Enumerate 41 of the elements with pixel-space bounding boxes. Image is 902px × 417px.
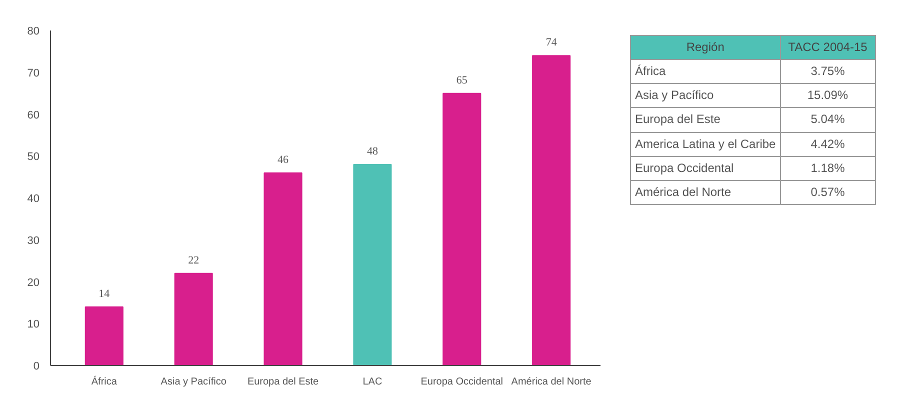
y-tick-label: 50 xyxy=(27,151,40,164)
category-label: Asia y Pacífico xyxy=(630,84,780,108)
x-tick-label: Europa Occidental xyxy=(420,376,504,388)
text: 1.18% xyxy=(810,160,845,175)
x-tick-label: América del Norte xyxy=(511,376,592,388)
bar xyxy=(442,92,482,366)
x-tick-label: Europa del Este xyxy=(247,376,320,388)
text: TACC 2004-15 xyxy=(780,36,876,60)
x-tick-label: LAC xyxy=(362,376,382,388)
text: 4.42% xyxy=(810,136,845,151)
bar xyxy=(532,55,571,366)
data-label: 14 xyxy=(98,288,110,300)
bar xyxy=(84,306,124,366)
data-label: 48 xyxy=(366,146,378,158)
category-label: America Latina y el Caribe xyxy=(630,132,780,156)
y-tick-label: 30 xyxy=(27,234,40,247)
y-tick-label: 70 xyxy=(27,67,40,80)
category-label: América del Norte xyxy=(630,180,780,204)
x-tick-label: África xyxy=(91,376,118,388)
text: 5.04% xyxy=(810,112,845,126)
text: 15.09% xyxy=(807,88,848,102)
category-label: África xyxy=(630,60,780,84)
bar xyxy=(174,272,213,366)
text: 0.57% xyxy=(810,184,845,199)
bar xyxy=(353,164,392,366)
data-label: 22 xyxy=(188,254,200,266)
category-label: Europa del Este xyxy=(630,108,780,132)
category-label: Europa Occidental xyxy=(630,156,780,180)
x-tick-label: Asia y Pacífico xyxy=(160,376,227,388)
text: Región xyxy=(630,36,780,60)
data-label: 65 xyxy=(456,74,468,86)
y-tick-label: 0 xyxy=(33,360,40,372)
y-tick-label: 40 xyxy=(27,193,40,205)
y-tick-label: 20 xyxy=(27,276,40,289)
y-tick-label: 60 xyxy=(27,109,40,122)
y-tick-label: 10 xyxy=(27,318,40,331)
data-label: 74 xyxy=(546,36,558,49)
bar xyxy=(264,172,302,366)
data-label: 46 xyxy=(278,154,290,166)
text: 3.75% xyxy=(810,64,845,78)
y-tick-label: 80 xyxy=(27,26,40,38)
